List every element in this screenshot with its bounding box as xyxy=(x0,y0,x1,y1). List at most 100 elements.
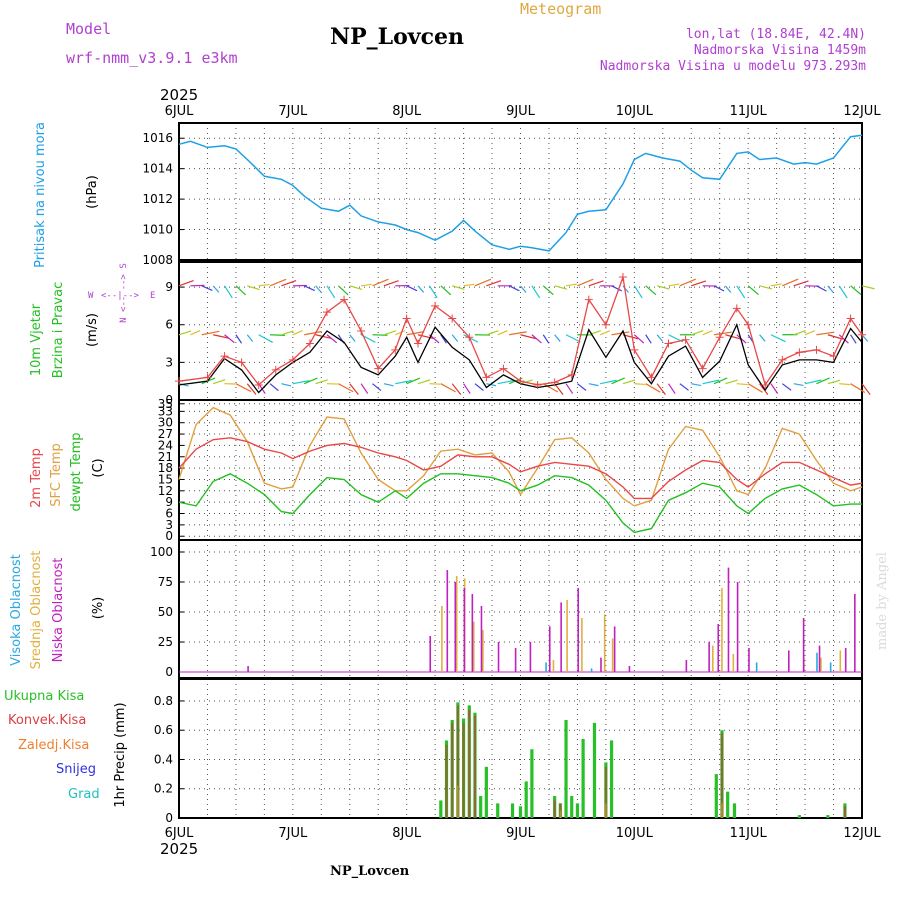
total-precip-bar xyxy=(575,803,580,818)
conv-precip-bar xyxy=(468,709,471,818)
sfc-temp-line xyxy=(178,406,863,507)
low-cloud-bar xyxy=(429,636,432,672)
panel-frame xyxy=(178,122,863,261)
wind-arrow xyxy=(190,330,201,336)
wind-arrow xyxy=(713,285,725,292)
y-tick-label: 50 xyxy=(158,605,173,619)
gust-marker xyxy=(812,345,821,354)
y-tick-label: 1012 xyxy=(142,192,173,206)
low-cloud-bar xyxy=(628,666,631,672)
wind-arrow xyxy=(542,285,554,296)
gust-marker xyxy=(175,377,183,386)
wind-arrow xyxy=(554,285,568,290)
low-cloud-bar xyxy=(600,657,602,672)
wind-arrow xyxy=(531,334,542,344)
low-cloud-bar xyxy=(685,660,688,672)
wind-arrow xyxy=(656,334,664,342)
wind-arrow xyxy=(839,383,851,386)
gust-marker xyxy=(761,380,770,389)
wind-arrow xyxy=(212,285,220,293)
bottom-day-label: 9JUL xyxy=(506,826,536,841)
wind-arrow xyxy=(816,331,835,336)
gust-marker xyxy=(829,352,838,361)
gust-marker xyxy=(795,348,804,357)
temp-unit: (C) xyxy=(91,458,106,477)
y-tick-label: 35 xyxy=(158,397,173,411)
gust-marker xyxy=(431,301,440,310)
legend-strat: Zaledj.Kisa xyxy=(18,738,89,753)
wind-arrow xyxy=(258,334,274,343)
low-cloud-bar xyxy=(727,567,730,672)
bottom-day-label: 6JUL xyxy=(165,826,195,841)
gust-marker xyxy=(322,308,331,317)
low-cloud-bar xyxy=(802,618,805,672)
low-cloud-bar xyxy=(548,626,551,672)
y-tick-label: 0.6 xyxy=(154,723,173,737)
wind-arrow xyxy=(816,377,830,385)
total-precip-bar xyxy=(592,722,597,818)
wind-arrow xyxy=(270,334,286,336)
pressure-ylabel: Pritisak na nivou mora xyxy=(33,122,48,268)
wind-arrow xyxy=(725,334,741,340)
wind-arrow xyxy=(747,383,763,393)
wind-arrow xyxy=(178,330,192,336)
mid-cloud-bar xyxy=(839,650,842,672)
gust-marker xyxy=(630,345,639,354)
wind-arrow xyxy=(770,383,779,394)
wind-arrow xyxy=(793,280,809,287)
total-precip-bar xyxy=(496,803,500,818)
wind-arrow xyxy=(338,383,354,393)
top-day-label: 6JUL xyxy=(165,104,195,119)
gust-marker xyxy=(516,377,525,386)
wind-arrow xyxy=(383,330,397,336)
wind-arrow xyxy=(861,383,871,396)
total-precip-bar xyxy=(510,803,515,818)
total-precip-bar xyxy=(726,791,730,818)
wind-gust-line xyxy=(178,276,863,387)
mid-cloud-bar xyxy=(732,654,735,672)
wind-arrow xyxy=(542,334,550,344)
legend-total: Ukupna Kisa xyxy=(4,689,84,704)
wind-arrow xyxy=(451,334,459,342)
wind-arrow xyxy=(281,330,294,336)
total-precip-bar xyxy=(524,781,528,818)
wind-speed-line xyxy=(178,322,863,394)
wind-arrow xyxy=(224,285,233,299)
wind-panel: 0 3 6 9 xyxy=(165,261,875,407)
conv-precip-bar xyxy=(451,722,454,818)
model-value: wrf-nmm_v3.9.1 e3km xyxy=(66,49,238,67)
year-bottom: 2025 xyxy=(160,840,198,858)
model-label: Model xyxy=(66,20,111,38)
mid-cloud-label: Srednja Oblacnost xyxy=(29,551,44,670)
total-precip-bar xyxy=(564,719,568,818)
wind-arrow xyxy=(588,280,604,287)
wind-arrow xyxy=(577,278,594,287)
bottom-axis-ticks: 6JUL 7JUL 8JUL 9JUL 10JUL 11JUL 12JUL xyxy=(165,826,882,841)
wind-unit: (m/s) xyxy=(85,313,100,347)
mid-cloud-bar xyxy=(712,645,714,672)
wind-arrow xyxy=(326,334,338,344)
meteogram-label: Meteogram xyxy=(520,0,601,18)
mid-cloud-bar xyxy=(441,606,443,672)
total-precip-bar xyxy=(479,796,483,818)
wind-arrow xyxy=(565,283,577,287)
precip-ylabel: 1hr Precip (mm) xyxy=(113,702,128,807)
wind-arrow xyxy=(326,285,336,299)
wind-arrow xyxy=(827,285,834,293)
gust-marker xyxy=(391,345,400,354)
low-cloud-bar xyxy=(708,642,710,672)
total-precip-bar xyxy=(714,774,718,818)
temp2m-line xyxy=(178,437,863,500)
y-tick-label: 3 xyxy=(165,518,173,532)
conv-precip-bar xyxy=(473,715,477,818)
wind-arrow xyxy=(656,285,670,290)
wind-arrow xyxy=(451,383,462,395)
total-precip-bar xyxy=(570,796,574,818)
low-cloud-bar xyxy=(788,650,790,672)
wind-arrow xyxy=(235,383,252,393)
wind-arrow xyxy=(838,334,849,344)
top-day-label: 8JUL xyxy=(392,104,422,119)
gust-marker xyxy=(402,314,411,323)
low-cloud-bar xyxy=(844,648,847,672)
